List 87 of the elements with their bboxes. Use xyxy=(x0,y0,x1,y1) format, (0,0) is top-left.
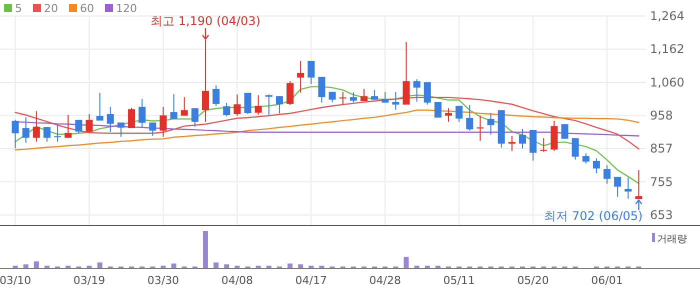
candlestick xyxy=(223,102,230,117)
candlestick xyxy=(339,91,346,106)
y-tick-label: 958 xyxy=(650,108,673,123)
candlestick xyxy=(350,92,357,103)
candlestick xyxy=(276,96,283,114)
x-tick-label: 03/10 xyxy=(0,274,32,287)
candlestick xyxy=(318,76,326,104)
candlestick xyxy=(572,138,579,160)
candlestick xyxy=(244,92,252,115)
y-tick-label: 857 xyxy=(650,142,673,156)
candlestick xyxy=(75,119,82,134)
legend-label: 거래량 xyxy=(657,234,687,245)
candlestick xyxy=(508,135,516,152)
candlestick xyxy=(191,108,198,128)
candlestick xyxy=(96,92,104,122)
candlestick xyxy=(402,42,410,106)
candlestick xyxy=(286,80,294,106)
candlestick xyxy=(254,94,262,116)
candlestick xyxy=(476,115,484,142)
x-tick-label: 04/28 xyxy=(369,274,401,287)
candlestick xyxy=(54,124,62,142)
y-tick-label: 755 xyxy=(650,174,673,189)
candlestick xyxy=(32,110,40,142)
bar xyxy=(298,264,304,268)
candlestick xyxy=(149,122,156,136)
candlestick xyxy=(308,60,315,85)
candlestick xyxy=(592,158,600,174)
candlestick xyxy=(487,112,494,136)
legend-label: 120 xyxy=(116,2,137,15)
candlestick xyxy=(86,114,93,133)
x-tick-label: 05/20 xyxy=(517,274,549,287)
x-tick-label: 04/17 xyxy=(295,274,327,287)
candlestick xyxy=(180,96,188,116)
legend-label: 20 xyxy=(44,2,58,15)
candlestick xyxy=(160,106,167,138)
y-tick-label: 1,162 xyxy=(650,42,684,56)
candlestick xyxy=(138,98,146,128)
candlestick xyxy=(117,122,124,138)
bar xyxy=(224,264,230,268)
annotation: 최저 702 (06/05) xyxy=(544,209,643,224)
candlestick xyxy=(624,177,632,200)
candlestick xyxy=(212,84,220,106)
y-tick-label: 653 xyxy=(650,208,673,222)
candlestick xyxy=(604,164,611,184)
x-tick-label: 05/11 xyxy=(443,274,475,287)
x-tick-label: 06/01 xyxy=(591,274,623,287)
candlestick xyxy=(170,94,178,120)
candlestick xyxy=(456,105,463,122)
candlestick xyxy=(43,126,50,142)
candlestick xyxy=(413,78,420,102)
bar xyxy=(34,261,39,268)
annotation: 최고 1,190 (04/03) xyxy=(150,14,260,28)
legend-label: 60 xyxy=(80,2,94,15)
candlestick xyxy=(561,124,568,140)
y-tick-label: 1,060 xyxy=(650,75,684,90)
candlestick xyxy=(540,138,548,152)
candlestick xyxy=(530,129,537,162)
candlestick xyxy=(202,40,209,122)
legend-label: 5 xyxy=(15,2,22,15)
candlestick xyxy=(392,91,400,110)
bar xyxy=(404,256,409,268)
bar xyxy=(97,262,102,268)
candlestick xyxy=(265,94,272,116)
x-tick-label: 04/08 xyxy=(221,274,254,287)
bar xyxy=(23,264,28,268)
candlestick xyxy=(234,94,241,116)
candlestick xyxy=(106,106,114,132)
x-tick-label: 03/19 xyxy=(73,274,106,287)
bar xyxy=(171,264,176,268)
candlestick xyxy=(518,128,526,150)
candlestick xyxy=(582,152,590,164)
candlestick xyxy=(445,108,452,122)
candlestick xyxy=(128,107,136,129)
candlestick xyxy=(64,114,72,138)
candlestick xyxy=(360,88,368,102)
x-tick-label: 03/30 xyxy=(147,274,180,287)
candlestick xyxy=(614,176,622,198)
candlestick xyxy=(12,119,19,149)
candlestick xyxy=(424,82,431,106)
bar xyxy=(288,264,293,268)
bar xyxy=(214,262,219,268)
candlestick xyxy=(550,120,558,152)
candlestick xyxy=(466,104,474,132)
bar xyxy=(202,231,208,268)
candlestick xyxy=(22,116,30,144)
y-tick-label: 1,264 xyxy=(650,9,684,23)
candlestick xyxy=(297,60,304,94)
